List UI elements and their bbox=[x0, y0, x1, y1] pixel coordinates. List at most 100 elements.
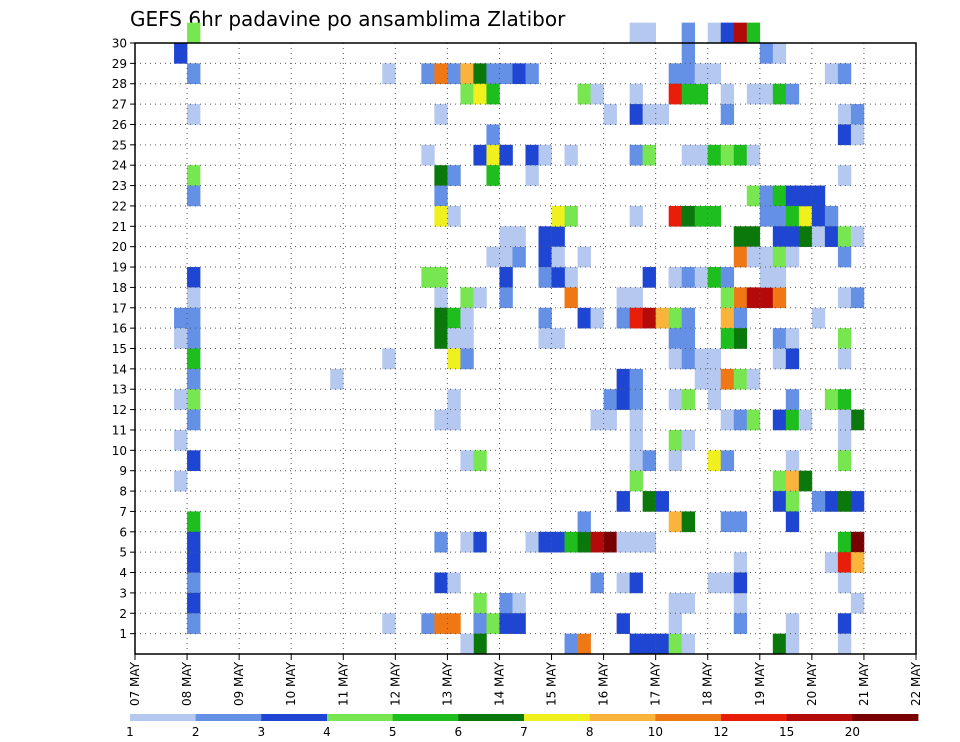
heatmap-cell bbox=[837, 450, 852, 471]
heatmap-cell bbox=[460, 531, 474, 553]
heatmap-cell bbox=[174, 389, 188, 410]
heatmap-cell bbox=[187, 165, 201, 186]
heatmap-cell bbox=[681, 205, 696, 227]
heatmap-cell bbox=[330, 368, 344, 390]
x-axis-ticks: 07 MAY 08 MAY 09 MAY 10 MAY 11 MAY 12 MAY 13 M… bbox=[128, 654, 923, 706]
heatmap-cell bbox=[538, 226, 552, 247]
heatmap-cell bbox=[798, 205, 813, 227]
heatmap-cell bbox=[174, 307, 188, 329]
heatmap-cell bbox=[434, 63, 448, 85]
heatmap-cell bbox=[681, 429, 696, 451]
heatmap-cell bbox=[824, 205, 839, 227]
y-tick-label: 3 bbox=[119, 586, 127, 600]
x-tick-label: 16 MAY bbox=[597, 661, 611, 706]
heatmap-cell bbox=[733, 144, 748, 166]
heatmap-cell bbox=[694, 144, 709, 166]
heatmap-cell bbox=[460, 83, 474, 105]
heatmap-cell bbox=[837, 429, 852, 451]
heatmap-cell bbox=[460, 307, 474, 329]
heatmap-cell bbox=[642, 633, 656, 655]
heatmap-cell bbox=[850, 491, 865, 512]
y-tick-label: 6 bbox=[119, 525, 127, 539]
heatmap-cell bbox=[473, 531, 487, 553]
heatmap-cell bbox=[720, 328, 735, 349]
heatmap-cell bbox=[759, 43, 774, 64]
heatmap-cell bbox=[681, 63, 696, 85]
heatmap-cell bbox=[616, 572, 630, 594]
heatmap-cell bbox=[746, 83, 761, 105]
heatmap-cell bbox=[460, 348, 474, 370]
heatmap-cell bbox=[837, 348, 852, 370]
heatmap-cell bbox=[733, 328, 748, 349]
heatmap-cell bbox=[187, 22, 201, 44]
heatmap-cell bbox=[473, 633, 487, 655]
heatmap-cell bbox=[434, 613, 448, 634]
heatmap-cell bbox=[434, 185, 448, 207]
heatmap-cell bbox=[512, 592, 526, 614]
heatmap-cell bbox=[382, 63, 396, 85]
heatmap-cell bbox=[174, 429, 188, 451]
heatmap-cell bbox=[811, 491, 826, 512]
y-tick-label: 5 bbox=[119, 546, 127, 560]
heatmap-cell bbox=[512, 226, 526, 247]
y-tick-label: 28 bbox=[112, 77, 127, 91]
colorbar-swatch bbox=[655, 714, 722, 721]
heatmap-cell bbox=[655, 633, 669, 655]
heatmap-cell bbox=[486, 144, 500, 166]
heatmap-cell bbox=[746, 409, 761, 431]
heatmap-cell bbox=[668, 267, 682, 288]
heatmap-cell bbox=[681, 307, 696, 329]
heatmap-cell bbox=[434, 287, 448, 309]
heatmap-cell bbox=[473, 450, 487, 471]
y-tick-label: 24 bbox=[112, 159, 127, 173]
heatmap-cell bbox=[434, 572, 448, 594]
y-axis-ticks: 1234567891011121314151617181920212223242… bbox=[112, 37, 135, 641]
heatmap-cell bbox=[772, 633, 787, 655]
y-tick-label: 15 bbox=[112, 342, 127, 356]
heatmap-cell bbox=[694, 368, 709, 390]
heatmap-cell bbox=[447, 63, 461, 85]
heatmap-cell bbox=[850, 552, 865, 573]
heatmap-cell bbox=[668, 328, 682, 349]
x-tick-label: 11 MAY bbox=[336, 661, 350, 706]
x-tick-label: 08 MAY bbox=[180, 661, 194, 706]
heatmap-cell bbox=[447, 572, 461, 594]
heatmap-cell bbox=[694, 63, 709, 85]
heatmap-cell bbox=[460, 633, 474, 655]
heatmap-cell bbox=[629, 531, 643, 553]
heatmap-cell bbox=[772, 226, 787, 247]
y-tick-label: 2 bbox=[119, 607, 127, 621]
heatmap-cell bbox=[668, 633, 682, 655]
heatmap-cell bbox=[447, 328, 461, 349]
heatmap-cell bbox=[681, 389, 696, 410]
heatmap-cell bbox=[837, 226, 852, 247]
heatmap-cell bbox=[733, 226, 748, 247]
colorbar-legend: 1 2 3 4 5 6 7 8 10 12 15 20 bbox=[126, 714, 919, 739]
heatmap-cell bbox=[772, 267, 787, 288]
heatmap-cell bbox=[720, 511, 735, 533]
heatmap-cell bbox=[538, 531, 552, 553]
heatmap-cell bbox=[512, 613, 526, 634]
heatmap-cell bbox=[850, 287, 865, 309]
heatmap-cell bbox=[603, 389, 617, 410]
heatmap-cell bbox=[772, 491, 787, 512]
heatmap-cell bbox=[850, 124, 865, 146]
heatmap-cell bbox=[694, 205, 709, 227]
y-tick-label: 25 bbox=[112, 138, 127, 152]
heatmap-cell bbox=[707, 348, 722, 370]
heatmap-cell bbox=[707, 144, 722, 166]
colorbar-swatch bbox=[261, 714, 328, 721]
y-tick-label: 19 bbox=[112, 261, 127, 275]
heatmap-cell bbox=[187, 511, 201, 533]
heatmap-cell bbox=[733, 592, 748, 614]
grid-lines bbox=[135, 42, 916, 654]
x-tick-label: 20 MAY bbox=[805, 661, 819, 706]
heatmap-cell bbox=[850, 226, 865, 247]
colorbar-swatch bbox=[327, 714, 394, 721]
heatmap-cell bbox=[603, 531, 617, 553]
heatmap-cell bbox=[187, 104, 201, 125]
heatmap-cell bbox=[382, 613, 396, 634]
x-tick-label: 18 MAY bbox=[701, 661, 715, 706]
heatmap-cell bbox=[642, 307, 656, 329]
heatmap-cell bbox=[811, 185, 826, 207]
